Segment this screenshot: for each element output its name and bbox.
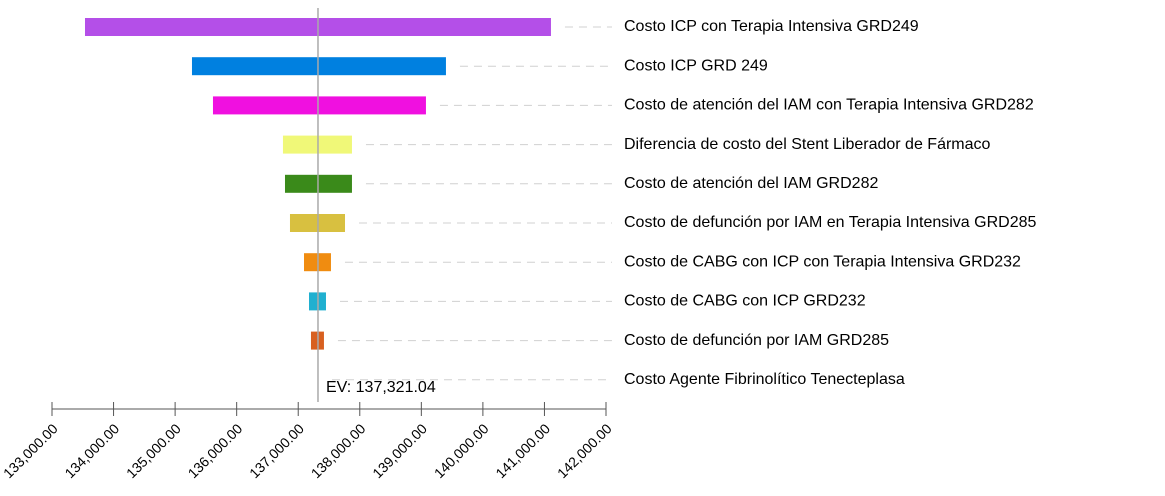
x-tick-label: 135,000.00 — [123, 420, 184, 481]
category-label: Costo Agente Fibrinolítico Tenecteplasa — [624, 371, 905, 388]
ev-label: EV: 137,321.04 — [326, 379, 436, 396]
bar — [191, 57, 446, 76]
category-label: Costo de defunción por IAM GRD285 — [624, 332, 889, 349]
x-tick-label: 138,000.00 — [308, 420, 369, 481]
x-tick-label: 136,000.00 — [185, 420, 246, 481]
bar — [212, 96, 426, 115]
x-tick-label: 141,000.00 — [492, 420, 553, 481]
category-label: Costo de defunción por IAM en Terapia In… — [624, 214, 1036, 231]
category-label: Diferencia de costo del Stent Liberador … — [624, 136, 991, 153]
category-label: Costo de CABG con ICP GRD232 — [624, 293, 866, 310]
category-label: Costo ICP GRD 249 — [624, 57, 768, 74]
x-tick-label: 139,000.00 — [369, 420, 430, 481]
category-label: Costo de atención del IAM con Terapia In… — [624, 97, 1034, 114]
x-tick-label: 134,000.00 — [61, 420, 122, 481]
x-tick-label: 137,000.00 — [246, 420, 307, 481]
x-tick-label: 133,000.00 — [0, 420, 61, 481]
x-tick-label: 142,000.00 — [554, 420, 615, 481]
category-label: Costo de atención del IAM GRD282 — [624, 175, 878, 192]
category-label: Costo ICP con Terapia Intensiva GRD249 — [624, 18, 919, 35]
x-tick-label: 140,000.00 — [431, 420, 492, 481]
category-label: Costo de CABG con ICP con Terapia Intens… — [624, 253, 1021, 270]
